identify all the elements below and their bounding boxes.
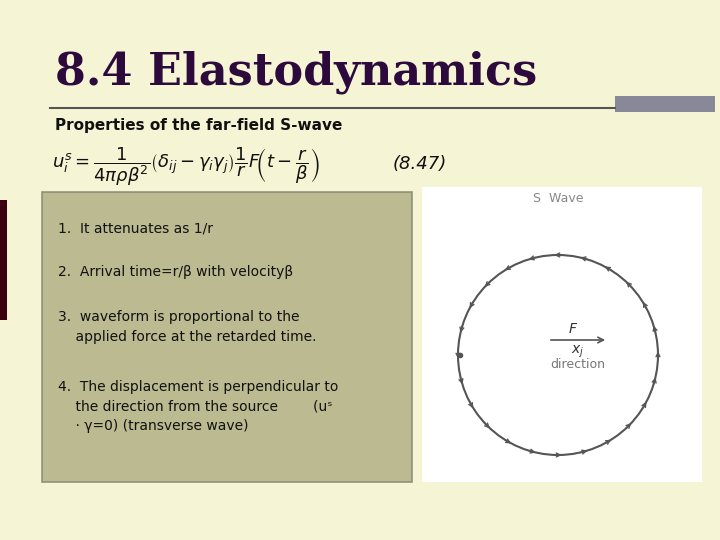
Text: 3.  waveform is proportional to the
    applied force at the retarded time.: 3. waveform is proportional to the appli… — [58, 310, 317, 343]
Bar — [615, 96, 715, 112]
Text: Properties of the far-field S-wave: Properties of the far-field S-wave — [55, 118, 343, 133]
Bar — [0, 200, 7, 320]
Bar — [422, 187, 702, 482]
Text: $u_i^s = \dfrac{1}{4\pi\rho\beta^2}\left(\delta_{ij} - \gamma_i\gamma_j\right)\d: $u_i^s = \dfrac{1}{4\pi\rho\beta^2}\left… — [52, 145, 320, 188]
FancyBboxPatch shape — [42, 192, 412, 482]
Text: (8.47): (8.47) — [393, 155, 447, 173]
Text: 1.  It attenuates as 1/r: 1. It attenuates as 1/r — [58, 222, 213, 236]
Text: $x_j$: $x_j$ — [572, 344, 585, 360]
Text: 4.  The displacement is perpendicular to
    the direction from the source      : 4. The displacement is perpendicular to … — [58, 380, 338, 433]
Text: F: F — [569, 322, 577, 336]
Text: 2.  Arrival time=r/β with velocityβ: 2. Arrival time=r/β with velocityβ — [58, 265, 293, 279]
Text: direction: direction — [551, 358, 606, 371]
Text: S  Wave: S Wave — [533, 192, 583, 205]
Text: 8.4 Elastodynamics: 8.4 Elastodynamics — [55, 50, 537, 93]
